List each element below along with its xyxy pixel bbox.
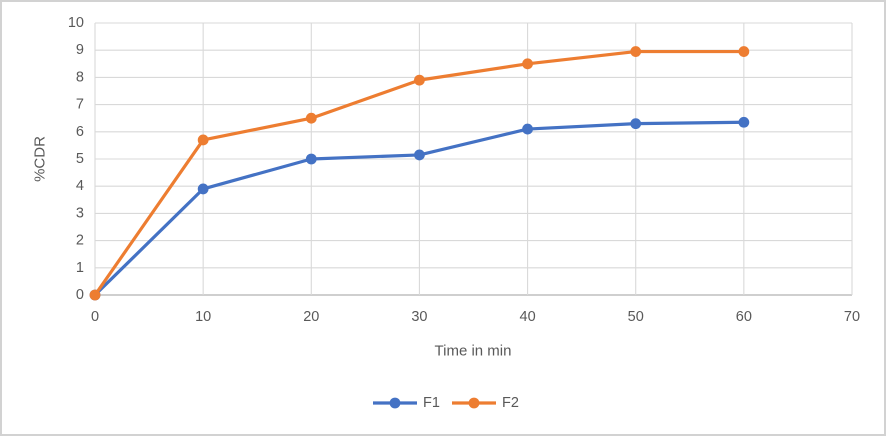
y-axis-title: %CDR (32, 136, 49, 182)
series-f1-marker (738, 116, 750, 128)
y-tick-label: 1 (76, 260, 84, 276)
x-tick-label: 10 (195, 309, 211, 325)
legend-label-f2: F2 (502, 395, 519, 411)
x-tick-label: 30 (411, 309, 427, 325)
y-tick-label: 9 (76, 42, 84, 58)
series-f1-marker (197, 183, 209, 195)
series-f2-marker (522, 58, 533, 70)
y-tick-label: 2 (76, 233, 84, 249)
axis-tick-labels: 0 1 2 3 4 5 6 7 8 9 10 0 10 20 30 40 50 60 70 (68, 15, 860, 325)
series-f1-marker (305, 153, 317, 165)
x-tick-label: 50 (628, 309, 644, 325)
legend-marker-f1 (389, 397, 401, 409)
legend-marker-f2 (468, 397, 480, 409)
x-tick-label: 40 (520, 309, 536, 325)
gridlines (94, 22, 853, 296)
y-tick-label: 8 (76, 69, 84, 85)
y-tick-label: 10 (68, 15, 84, 31)
series-f1-marker (522, 123, 533, 135)
x-tick-label: 70 (844, 309, 860, 325)
y-tick-label: 3 (76, 205, 84, 221)
series-f2-marker (305, 112, 317, 124)
x-tick-label: 60 (736, 309, 752, 325)
data-series (89, 46, 750, 301)
y-tick-label: 7 (76, 97, 84, 113)
legend-label-f1: F1 (423, 395, 440, 411)
legend-item-f1: F1 (373, 395, 440, 411)
y-tick-label: 6 (76, 124, 84, 140)
series-f1-marker (414, 149, 425, 161)
y-tick-label: 5 (76, 151, 84, 167)
series-f2-marker (738, 46, 750, 57)
y-tick-label: 4 (76, 178, 84, 194)
series-f2-marker (89, 289, 101, 301)
legend-item-f2: F2 (452, 395, 519, 411)
x-tick-label: 20 (303, 309, 319, 325)
legend: F1 F2 (373, 395, 519, 411)
x-axis-title: Time in min (435, 343, 512, 360)
x-tick-label: 0 (91, 309, 99, 325)
series-f2-marker (414, 74, 425, 86)
y-tick-label: 0 (76, 287, 84, 303)
series-f2-marker (197, 134, 209, 146)
series-f1-marker (630, 118, 642, 130)
series-f2-marker (630, 46, 642, 57)
